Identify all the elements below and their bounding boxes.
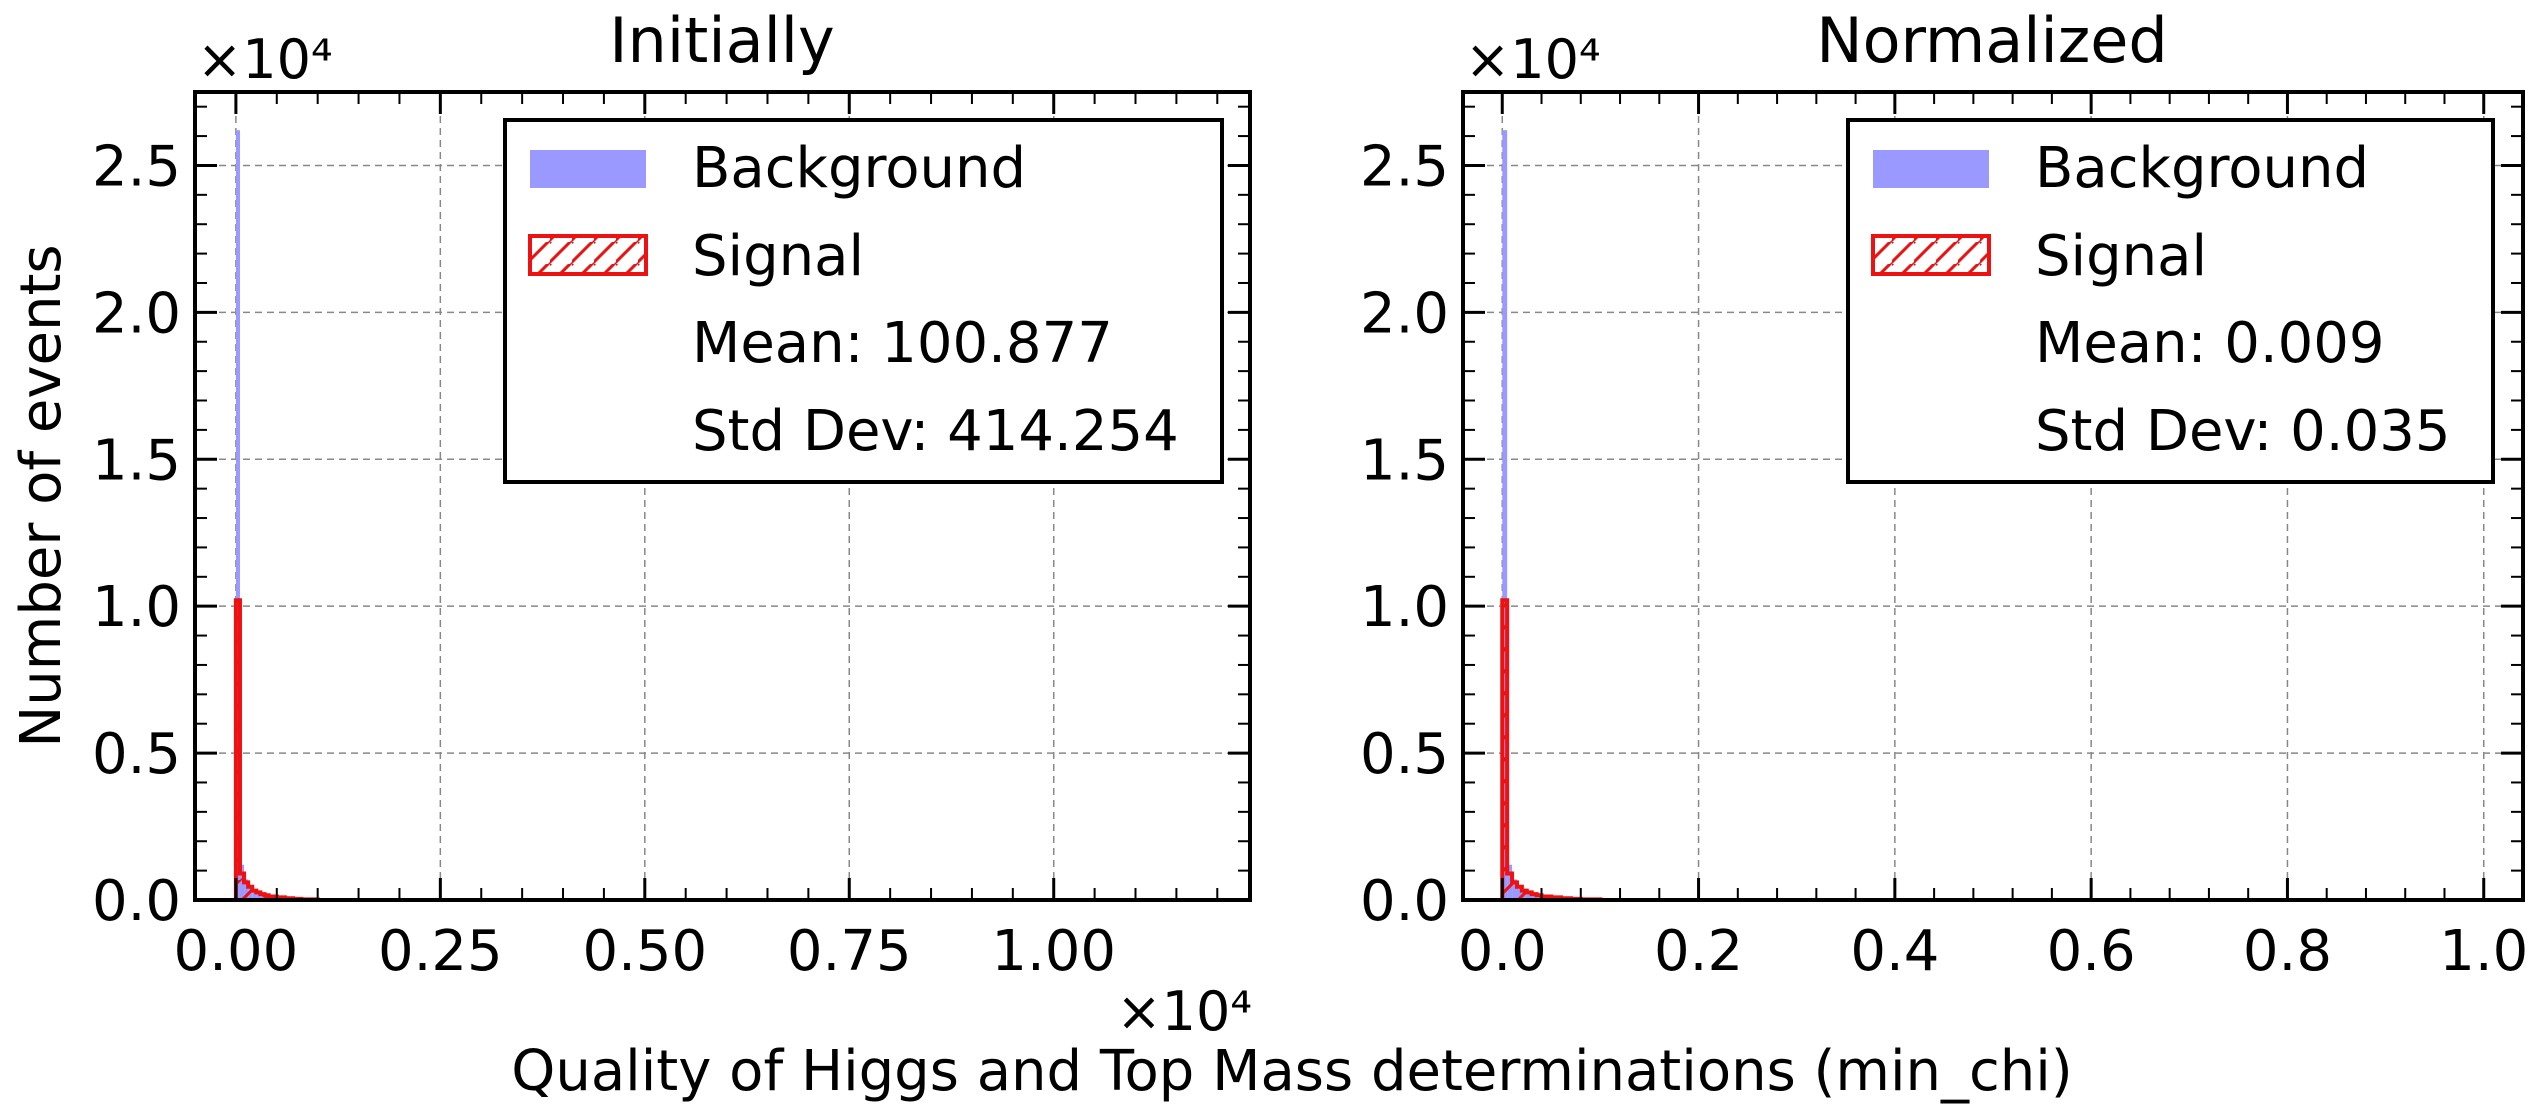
y-tick-label: 2.0 xyxy=(1360,281,1449,346)
x-axis-label: Quality of Higgs and Top Mass determinat… xyxy=(511,1039,2072,1104)
x-tick-label: 0.75 xyxy=(787,919,912,984)
y-tick-label: 0.0 xyxy=(1360,869,1449,934)
y-tick-label: 2.5 xyxy=(92,134,181,199)
legend-label-mean: Mean: 100.877 xyxy=(692,311,1113,376)
x-tick-label: 0.25 xyxy=(378,919,503,984)
y-tick-label: 2.5 xyxy=(1360,134,1449,199)
legend-label-signal: Signal xyxy=(692,224,864,289)
chart-panel-initially: 0.00 0.25 0.50 0.75 1.00 0.0 0.5 1.0 1.5 2.0 2.5 I… xyxy=(92,4,1252,1043)
x-tick-label: 0.0 xyxy=(1458,919,1547,984)
y-tick-label: 0.5 xyxy=(1360,722,1449,787)
legend-swatch-signal xyxy=(1871,234,1991,276)
y-tick-label: 1.5 xyxy=(92,428,181,493)
y-tick-label: 0.0 xyxy=(92,869,181,934)
x-offset-label: ×10⁴ xyxy=(1116,980,1252,1043)
legend: Background Signal Mean: 0.009 Std Dev: 0… xyxy=(1846,118,2495,484)
chart-title: Normalized xyxy=(1816,4,2168,77)
y-tick-label: 1.0 xyxy=(92,575,181,640)
legend-label-signal: Signal xyxy=(2035,224,2207,289)
y-offset-label: ×10⁴ xyxy=(197,28,333,91)
signal-hatch xyxy=(235,600,318,900)
legend-label-background: Background xyxy=(692,136,1026,201)
chart-panel-normalized: 0.0 0.2 0.4 0.6 0.8 1.0 0.0 0.5 1.0 1.5 2.0 2.5 Nor… xyxy=(1360,4,2528,984)
x-tick-label: 0.6 xyxy=(2047,919,2136,984)
x-tick-label: 0.50 xyxy=(582,919,707,984)
x-tick-label: 1.0 xyxy=(2439,919,2528,984)
signal-hatch xyxy=(1502,600,1601,900)
x-tick-label: 1.00 xyxy=(991,919,1116,984)
y-axis-label: Number of events xyxy=(9,244,74,747)
chart-title: Initially xyxy=(609,4,834,77)
y-tick-label: 0.5 xyxy=(92,722,181,787)
background-bar xyxy=(1502,130,1508,901)
legend-swatch-background xyxy=(1873,150,1989,188)
x-tick-label: 0.00 xyxy=(174,919,299,984)
background-bar xyxy=(235,130,240,901)
legend-swatch-background xyxy=(530,150,646,188)
legend-label-background: Background xyxy=(2035,136,2369,201)
y-tick-label: 2.0 xyxy=(92,281,181,346)
x-tick-label: 0.4 xyxy=(1850,919,1939,984)
legend-swatch-signal xyxy=(528,234,648,276)
legend-label-mean: Mean: 0.009 xyxy=(2035,311,2385,376)
legend: Background Signal Mean: 100.877 Std Dev:… xyxy=(503,118,1224,484)
y-tick-label: 1.0 xyxy=(1360,575,1449,640)
plot-frame xyxy=(1461,90,2525,902)
signal-histogram xyxy=(1500,598,1603,902)
legend-label-stddev: Std Dev: 414.254 xyxy=(692,399,1179,464)
plot-frame xyxy=(193,90,1252,902)
y-offset-label: ×10⁴ xyxy=(1465,28,1601,91)
x-tick-label: 0.8 xyxy=(2243,919,2332,984)
y-tick-label: 1.5 xyxy=(1360,428,1449,493)
x-tick-label: 0.2 xyxy=(1654,919,1743,984)
signal-histogram xyxy=(233,598,320,902)
legend-label-stddev: Std Dev: 0.035 xyxy=(2035,399,2451,464)
